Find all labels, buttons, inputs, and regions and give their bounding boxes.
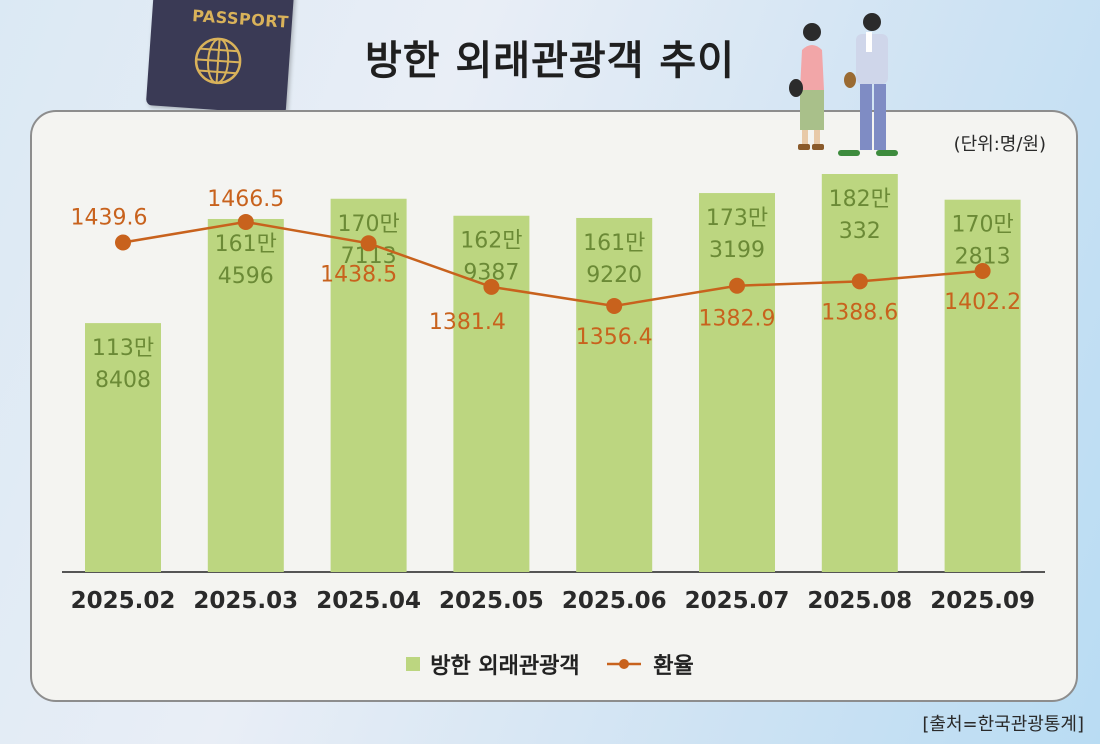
bar-2025.09 xyxy=(944,199,1021,572)
chart-legend: 방한 외래관광객 환율 xyxy=(0,648,1100,680)
chart-title: 방한 외래관광객 추이 xyxy=(364,38,736,84)
source-label: [출처=한국관광통계] xyxy=(922,714,1084,735)
bar-2025.05 xyxy=(453,215,530,573)
bar-value-label-2025.08-1: 332 xyxy=(839,219,881,244)
bar-value-label-2025.05-0: 162만 xyxy=(460,229,522,254)
line-point-2025.02 xyxy=(115,234,131,251)
line-point-2025.06 xyxy=(606,297,623,314)
line-value-label-2025.08: 1388.6 xyxy=(821,300,898,325)
bar-2025.07 xyxy=(699,193,775,572)
line-point-2025.08 xyxy=(851,273,868,290)
globe-icon xyxy=(194,37,242,85)
bar-value-label-2025.07-0: 173만 xyxy=(706,206,768,231)
line-value-label-2025.09: 1402.2 xyxy=(944,290,1021,315)
legend-item-line: 환율 xyxy=(607,648,694,680)
line-point-2025.07 xyxy=(729,277,745,294)
line-value-label-2025.05: 1381.4 xyxy=(429,310,506,335)
bar-value-label-2025.03-1: 4596 xyxy=(218,264,274,289)
bar-value-label-2025.02-1: 8408 xyxy=(95,368,151,393)
bar-value-label-2025.06-1: 9220 xyxy=(586,263,642,288)
legend-item-bar: 방한 외래관광객 xyxy=(406,648,580,680)
legend-label-bar: 방한 외래관광객 xyxy=(430,654,580,679)
line-value-label-2025.04: 1438.5 xyxy=(320,262,397,287)
line-value-label-2025.02: 1439.6 xyxy=(71,205,148,230)
tourists-illustration xyxy=(789,13,898,156)
x-tick-label-2025.08: 2025.08 xyxy=(807,588,912,614)
line-point-2025.09 xyxy=(974,263,991,280)
legend-line-marker xyxy=(607,659,642,669)
bar-2025.04 xyxy=(330,198,407,572)
legend-label-line: 환율 xyxy=(653,654,694,679)
x-tick-label-2025.02: 2025.02 xyxy=(71,588,176,614)
bar-value-label-2025.02-0: 113만 xyxy=(92,336,154,361)
bar-2025.03 xyxy=(207,218,284,572)
line-value-label-2025.07: 1382.9 xyxy=(699,307,776,332)
line-point-2025.05 xyxy=(483,278,500,295)
x-tick-label-2025.04: 2025.04 xyxy=(316,588,421,614)
x-tick-label-2025.09: 2025.09 xyxy=(930,588,1035,614)
line-series-exchange-rate xyxy=(122,220,983,308)
x-tick-label-2025.05: 2025.05 xyxy=(439,588,544,614)
line-value-label-2025.06: 1356.4 xyxy=(576,325,653,350)
line-point-2025.04 xyxy=(360,235,377,252)
line-value-label-2025.03: 1466.5 xyxy=(207,187,284,212)
bar-2025.08 xyxy=(821,174,898,572)
bar-2025.02 xyxy=(85,323,161,572)
chart-card xyxy=(30,110,1078,702)
bar-value-label-2025.09-0: 170만 xyxy=(951,213,1013,238)
bar-value-label-2025.04-0: 170만 xyxy=(337,212,399,237)
bar-value-label-2025.08-0: 182만 xyxy=(829,187,891,212)
line-point-2025.03 xyxy=(237,213,254,230)
x-tick-label-2025.07: 2025.07 xyxy=(685,588,790,614)
bar-value-label-2025.03-0: 161만 xyxy=(215,232,277,257)
x-tick-label-2025.06: 2025.06 xyxy=(562,588,667,614)
bar-2025.06 xyxy=(576,217,653,572)
x-tick-label-2025.03: 2025.03 xyxy=(193,588,298,614)
legend-swatch-bar xyxy=(406,657,421,671)
unit-label: (단위:명/원) xyxy=(953,134,1046,155)
bar-value-label-2025.06-0: 161만 xyxy=(583,231,645,256)
passport-illustration: PASSPORT xyxy=(145,0,295,115)
bar-value-label-2025.07-1: 3199 xyxy=(709,238,765,263)
